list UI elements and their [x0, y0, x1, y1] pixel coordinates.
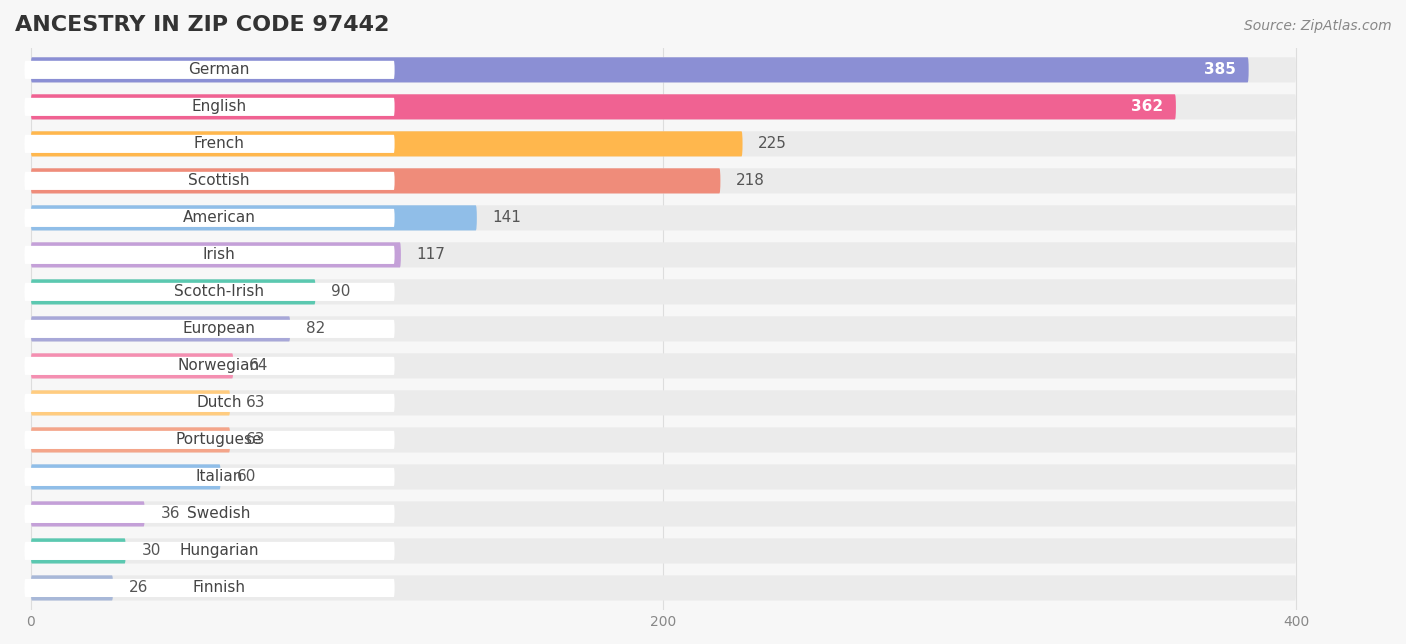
FancyBboxPatch shape	[31, 242, 401, 267]
FancyBboxPatch shape	[24, 357, 395, 375]
Text: 36: 36	[160, 506, 180, 522]
FancyBboxPatch shape	[24, 431, 395, 449]
FancyBboxPatch shape	[31, 279, 315, 305]
FancyBboxPatch shape	[24, 468, 395, 486]
FancyBboxPatch shape	[31, 501, 145, 527]
FancyBboxPatch shape	[24, 579, 395, 597]
FancyBboxPatch shape	[24, 283, 395, 301]
Text: 63: 63	[246, 432, 266, 448]
FancyBboxPatch shape	[31, 575, 1296, 600]
Text: German: German	[188, 62, 250, 77]
FancyBboxPatch shape	[31, 354, 233, 379]
FancyBboxPatch shape	[31, 131, 742, 156]
FancyBboxPatch shape	[31, 242, 1296, 267]
FancyBboxPatch shape	[24, 394, 395, 412]
FancyBboxPatch shape	[24, 542, 395, 560]
FancyBboxPatch shape	[24, 135, 395, 153]
FancyBboxPatch shape	[24, 61, 395, 79]
Text: Swedish: Swedish	[187, 506, 250, 522]
Text: 141: 141	[492, 211, 522, 225]
Text: 385: 385	[1204, 62, 1236, 77]
FancyBboxPatch shape	[24, 172, 395, 190]
Text: Irish: Irish	[202, 247, 235, 262]
FancyBboxPatch shape	[31, 538, 125, 564]
Text: Dutch: Dutch	[197, 395, 242, 410]
FancyBboxPatch shape	[24, 505, 395, 523]
FancyBboxPatch shape	[24, 209, 395, 227]
Text: 26: 26	[129, 580, 148, 596]
Text: American: American	[183, 211, 256, 225]
Text: 30: 30	[142, 544, 160, 558]
Text: ANCESTRY IN ZIP CODE 97442: ANCESTRY IN ZIP CODE 97442	[15, 15, 389, 35]
FancyBboxPatch shape	[31, 205, 1296, 231]
FancyBboxPatch shape	[31, 94, 1175, 119]
FancyBboxPatch shape	[31, 390, 231, 415]
FancyBboxPatch shape	[31, 131, 1296, 156]
FancyBboxPatch shape	[31, 316, 1296, 341]
Text: 225: 225	[758, 137, 787, 151]
FancyBboxPatch shape	[31, 168, 1296, 193]
FancyBboxPatch shape	[24, 320, 395, 338]
Text: Scottish: Scottish	[188, 173, 250, 189]
Text: Source: ZipAtlas.com: Source: ZipAtlas.com	[1244, 19, 1392, 33]
FancyBboxPatch shape	[31, 464, 1296, 489]
Text: 218: 218	[737, 173, 765, 189]
Text: Italian: Italian	[195, 469, 243, 484]
Text: French: French	[194, 137, 245, 151]
Text: Norwegian: Norwegian	[179, 359, 260, 374]
FancyBboxPatch shape	[31, 94, 1296, 119]
Text: Portuguese: Portuguese	[176, 432, 263, 448]
FancyBboxPatch shape	[31, 390, 1296, 415]
FancyBboxPatch shape	[24, 98, 395, 116]
Text: Finnish: Finnish	[193, 580, 246, 596]
FancyBboxPatch shape	[31, 428, 1296, 453]
FancyBboxPatch shape	[31, 57, 1249, 82]
Text: 63: 63	[246, 395, 266, 410]
FancyBboxPatch shape	[31, 464, 221, 489]
FancyBboxPatch shape	[31, 168, 720, 193]
Text: English: English	[191, 99, 246, 115]
FancyBboxPatch shape	[31, 316, 290, 341]
Text: Scotch-Irish: Scotch-Irish	[174, 285, 264, 299]
Text: 117: 117	[416, 247, 446, 262]
FancyBboxPatch shape	[31, 57, 1296, 82]
FancyBboxPatch shape	[24, 246, 395, 264]
Text: 90: 90	[332, 285, 350, 299]
FancyBboxPatch shape	[31, 428, 231, 453]
FancyBboxPatch shape	[31, 538, 1296, 564]
Text: 64: 64	[249, 359, 269, 374]
Text: 60: 60	[236, 469, 256, 484]
FancyBboxPatch shape	[31, 501, 1296, 527]
FancyBboxPatch shape	[31, 575, 112, 600]
Text: 82: 82	[307, 321, 325, 336]
Text: Hungarian: Hungarian	[180, 544, 259, 558]
Text: European: European	[183, 321, 256, 336]
FancyBboxPatch shape	[31, 354, 1296, 379]
FancyBboxPatch shape	[31, 279, 1296, 305]
Text: 362: 362	[1130, 99, 1163, 115]
FancyBboxPatch shape	[31, 205, 477, 231]
